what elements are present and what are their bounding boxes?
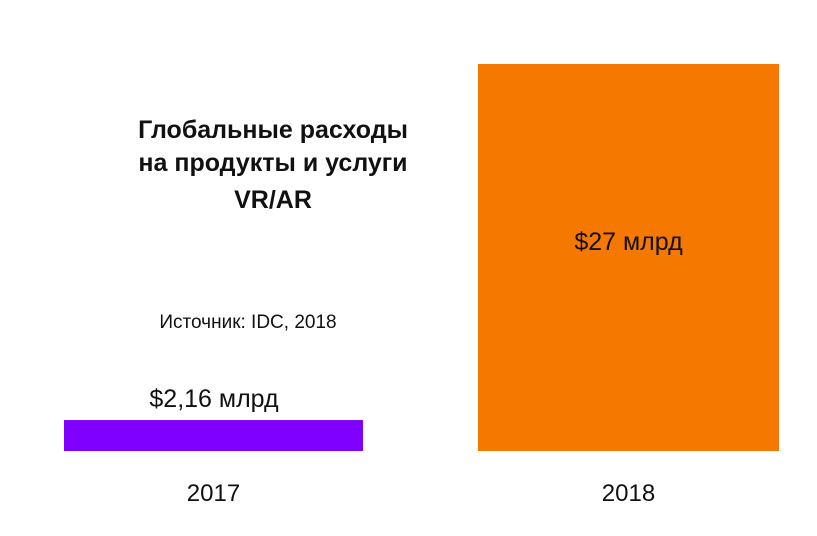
bars-group: [64, 64, 779, 451]
value-label-2017: $2,16 млрд: [149, 385, 279, 413]
x-tick-label-2017: 2017: [187, 480, 240, 507]
bar-2018: [478, 64, 779, 451]
bar-2017: [64, 420, 363, 451]
value-labels-group: $2,16 млрд $27 млрд: [149, 228, 683, 413]
chart-title: Глобальные расходы на продукты и услуги …: [138, 116, 408, 214]
chart-title-line-2: на продукты и услуги: [138, 149, 407, 177]
x-tick-label-2018: 2018: [602, 480, 655, 507]
chart-title-line-3: VR/AR: [234, 186, 312, 214]
x-axis-tick-labels: 2017 2018: [187, 480, 655, 507]
chart-source-note: Источник: IDC, 2018: [159, 312, 336, 333]
value-label-2018: $27 млрд: [574, 228, 683, 256]
chart-title-line-1: Глобальные расходы: [138, 116, 408, 144]
